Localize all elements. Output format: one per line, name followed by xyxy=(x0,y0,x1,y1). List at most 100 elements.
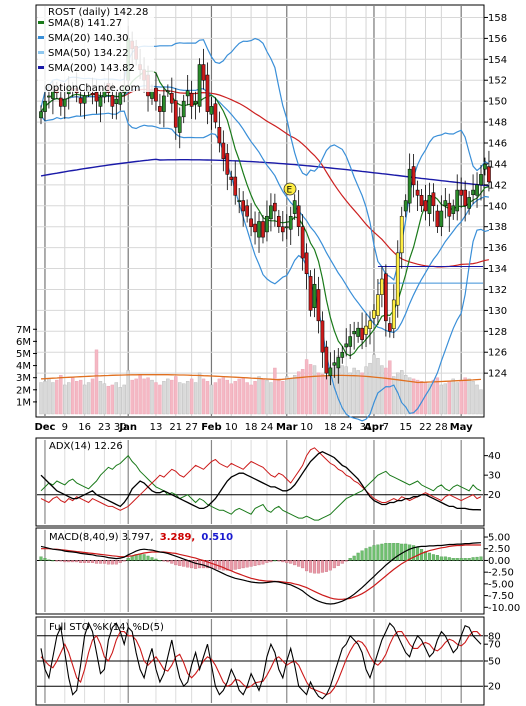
candle-body xyxy=(364,325,368,335)
volume-tick-label: 4M xyxy=(16,361,31,372)
macd-signal-line xyxy=(41,544,481,600)
price-tick-label: 128 xyxy=(488,327,507,338)
candle-body xyxy=(455,189,460,212)
axis-tick-label: -2.50 xyxy=(488,568,514,579)
macd-histogram-bar xyxy=(451,558,455,561)
volume-bar xyxy=(320,373,325,415)
volume-bar xyxy=(102,383,107,415)
x-tick-label: Apr xyxy=(364,422,384,433)
volume-bar xyxy=(431,379,436,415)
adx-lines: 20 30 40 xyxy=(37,440,501,524)
ticker-label: ROST (daily) 142.28 xyxy=(48,7,148,18)
macd-histogram-bar xyxy=(285,560,289,563)
candle-body xyxy=(399,215,404,254)
volume-bar xyxy=(479,389,483,415)
volume-bar xyxy=(312,365,317,415)
candle-body xyxy=(387,323,392,332)
volume-bar xyxy=(146,377,150,415)
price-tick-label: 142 xyxy=(488,180,507,191)
macd-histogram-bar xyxy=(110,560,114,565)
candle-body xyxy=(58,97,63,107)
candle-body xyxy=(245,205,249,217)
candle-body xyxy=(443,200,448,207)
candle-body xyxy=(98,96,103,107)
macd-histogram-bar xyxy=(463,558,467,561)
macd-histogram-bar xyxy=(316,560,321,574)
volume-bar xyxy=(316,372,321,415)
volume-bar xyxy=(372,354,376,415)
candle-body xyxy=(185,90,190,97)
candle-body xyxy=(39,111,43,119)
candle-body xyxy=(276,215,281,227)
volume-bar xyxy=(384,367,388,415)
volume-bar xyxy=(467,378,471,415)
earnings-marker-circle xyxy=(283,182,297,196)
axis-tick-label: -5.00 xyxy=(488,579,514,590)
macd-histogram-bar xyxy=(344,560,348,562)
x-tick-label: 31 xyxy=(360,422,373,433)
candle-body xyxy=(233,176,238,196)
volume-bar xyxy=(261,378,265,415)
x-tick-label: 24 xyxy=(261,422,274,433)
macd-label-line: MACD(8,40,9) 3.797, 3.289, 0.510 xyxy=(49,532,233,543)
macd-histogram-bar xyxy=(241,560,245,569)
price-tick-label: 130 xyxy=(488,306,507,317)
candle-body xyxy=(288,215,293,230)
candle-body xyxy=(90,93,95,96)
x-tick-label: 24 xyxy=(340,422,353,433)
volume-bar xyxy=(289,378,293,415)
candle-body xyxy=(479,174,483,186)
candle-body xyxy=(439,210,444,227)
volume-tick-label: 3M xyxy=(16,373,31,384)
macd-histogram-bar xyxy=(229,560,233,571)
volume-bar xyxy=(63,384,67,415)
axis-tick-label: 50 xyxy=(488,657,501,668)
x-tick-label: May xyxy=(450,422,473,433)
candle-body xyxy=(304,252,309,275)
macd-histogram-bar xyxy=(416,546,420,561)
macd-histogram-bar xyxy=(269,560,273,563)
legend-swatch xyxy=(38,36,44,39)
volume-bar xyxy=(447,381,451,415)
macd-histogram-bar xyxy=(336,560,340,566)
volume-bar xyxy=(376,358,380,415)
legend-swatch xyxy=(38,51,44,54)
volume-bar xyxy=(217,378,222,415)
macd-histogram-bar xyxy=(352,555,356,561)
candle-body xyxy=(332,362,337,366)
volume-bar xyxy=(471,381,475,415)
volume-bar xyxy=(174,376,178,415)
candle-body xyxy=(273,202,277,212)
macd-histogram-bar xyxy=(301,560,305,569)
macd-histogram-value: 0.510 xyxy=(201,532,233,543)
macd-histogram-bar xyxy=(83,560,87,563)
macd-histogram-bar xyxy=(308,560,313,573)
x-tick-label: 28 xyxy=(435,422,448,433)
macd-histogram-bar xyxy=(289,560,293,564)
site-label: OptionChance.com xyxy=(45,83,140,94)
x-tick-label: 9 xyxy=(62,422,68,433)
volume-bar xyxy=(134,378,138,415)
axis-tick-label: 70 xyxy=(488,640,501,651)
macd-histogram-bar xyxy=(305,560,309,572)
candle-body xyxy=(372,310,376,319)
candle-body xyxy=(154,87,158,102)
candle-body xyxy=(483,163,487,170)
volume-bar xyxy=(296,371,301,415)
volume-bar xyxy=(237,378,241,415)
macd-histogram-bar xyxy=(348,558,352,561)
macd-histogram-bar xyxy=(408,544,412,561)
price-tick-label: 158 xyxy=(488,13,507,24)
candle-body xyxy=(257,221,261,238)
volume-bar xyxy=(459,379,463,415)
macd-histogram-bar xyxy=(90,560,95,563)
price-tick-label: 146 xyxy=(488,139,507,150)
volume-bar xyxy=(419,381,424,415)
volume-bar xyxy=(182,383,186,415)
macd-histogram-bar xyxy=(340,560,344,564)
macd-histogram-bar xyxy=(459,558,463,561)
candle-body xyxy=(344,343,349,348)
macd-histogram-bar xyxy=(467,558,471,561)
